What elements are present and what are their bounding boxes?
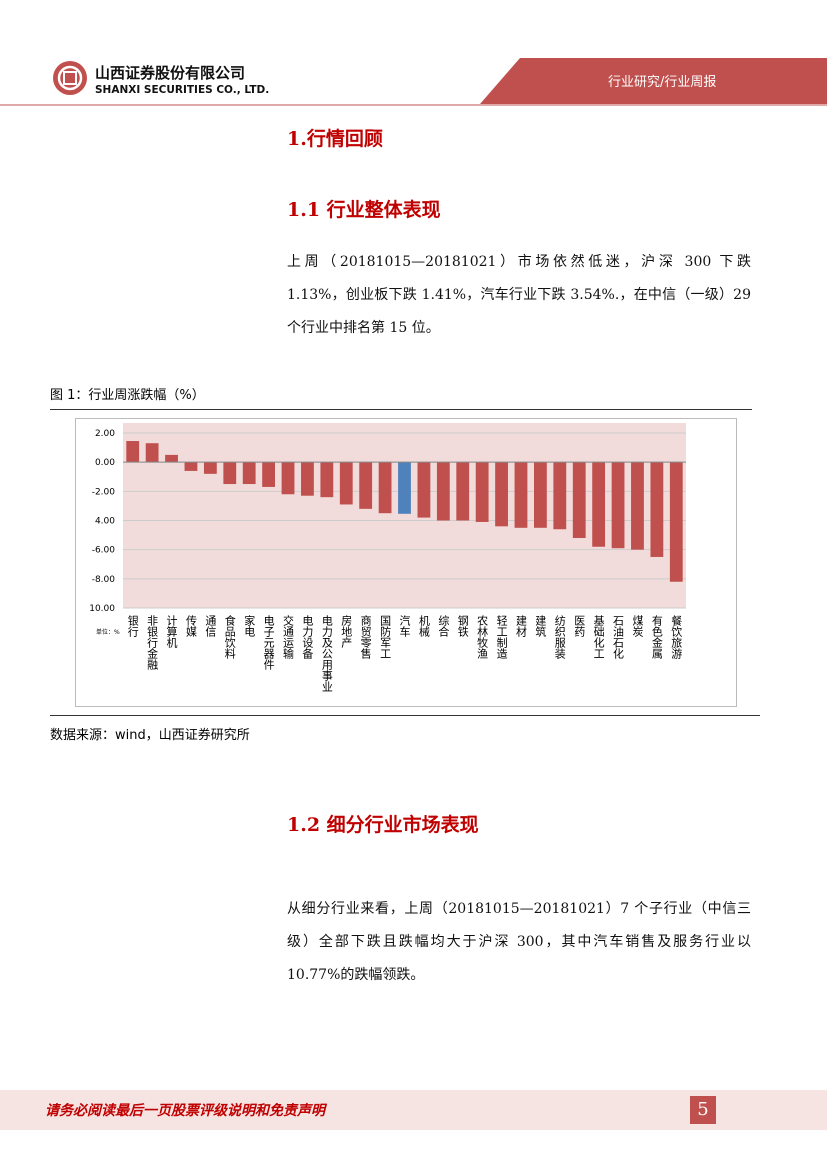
x-tick-label: 汽车 bbox=[398, 614, 411, 638]
x-tick-label: 煤炭 bbox=[631, 615, 644, 638]
bar bbox=[359, 462, 373, 509]
bar bbox=[223, 462, 237, 485]
bar bbox=[281, 462, 295, 495]
y-tick-label: -6.00 bbox=[92, 546, 116, 556]
bar bbox=[495, 462, 508, 527]
x-tick-label: 银行 bbox=[126, 614, 139, 638]
company-cn: 山西证券股份有限公司 bbox=[95, 64, 245, 82]
bar bbox=[669, 462, 683, 582]
bar bbox=[126, 441, 140, 463]
y-tick-label: 0.00 bbox=[95, 458, 115, 468]
unit-label: 单位：% bbox=[96, 628, 120, 636]
chart: 2.00 0.00 -2.00 4.00 -6.00 -8.00 10.00 单位：% 银行 非银… bbox=[75, 418, 737, 707]
x-tick-label: 机械 bbox=[417, 614, 430, 638]
x-tick-label: 交通运输 bbox=[282, 614, 295, 660]
x-tick-label: 传媒 bbox=[184, 615, 197, 638]
bar bbox=[242, 462, 256, 485]
x-tick-label: 通信 bbox=[204, 615, 217, 638]
x-tick-label: 钢铁 bbox=[456, 615, 469, 637]
bar bbox=[320, 462, 334, 498]
x-tick-label: 计算机 bbox=[165, 615, 178, 648]
bar bbox=[475, 462, 489, 522]
x-tick-label: 建材 bbox=[514, 614, 527, 637]
report-type: 行业研究/行业周报 bbox=[608, 75, 716, 90]
y-tick-label: 2.00 bbox=[95, 429, 115, 439]
bar bbox=[553, 462, 567, 530]
y-tick-label: 4.00 bbox=[95, 517, 115, 527]
x-tick-label: 有色金属 bbox=[650, 614, 663, 660]
header: 山西证券股份有限公司 SHANXI SECURITIES CO., LTD. 行… bbox=[0, 58, 827, 106]
figure-caption: 图 1：行业周涨跌幅（%） bbox=[50, 388, 205, 403]
x-tick-label: 纺织服装 bbox=[553, 614, 566, 660]
bar bbox=[339, 462, 353, 505]
x-tick-label: 电子元器件 bbox=[262, 615, 275, 671]
heading: 1.2 细分行业市场表现 bbox=[287, 814, 479, 836]
x-tick-label: 电力设备 bbox=[301, 615, 314, 660]
bar bbox=[514, 462, 528, 528]
x-tick-label: 医药 bbox=[573, 615, 586, 638]
y-tick-label: -2.00 bbox=[92, 487, 116, 497]
bar bbox=[611, 462, 625, 549]
bar bbox=[456, 462, 470, 521]
logo-ring bbox=[57, 65, 83, 91]
bar bbox=[572, 462, 586, 538]
bar bbox=[203, 462, 217, 474]
bar bbox=[592, 462, 606, 547]
paragraph: 从细分行业来看，上周（20181015—20181021）7 个子行业（中信三级… bbox=[287, 901, 751, 983]
x-tick-label: 农林牧渔 bbox=[476, 614, 489, 660]
rule bbox=[50, 409, 752, 410]
company-en: SHANXI SECURITIES CO., LTD. bbox=[95, 84, 269, 96]
y-tick-label: 10.00 bbox=[89, 604, 115, 614]
bar bbox=[650, 462, 664, 557]
x-tick-label: 商贸零售 bbox=[359, 614, 372, 660]
x-tick-label: 电力及公用事业 bbox=[320, 615, 333, 692]
x-tick-label: 非银行金融 bbox=[146, 615, 159, 671]
x-tick-label: 餐饮旅游 bbox=[670, 614, 683, 659]
paragraph: 上周（20181015—20181021）市场依然低迷，沪深 300 下跌 1.… bbox=[287, 254, 751, 336]
x-tick-label: 房地产 bbox=[340, 615, 353, 649]
figure-source: 数据来源：wind，山西证券研究所 bbox=[50, 728, 250, 743]
bar bbox=[417, 462, 431, 518]
y-tick-label: -8.00 bbox=[92, 575, 116, 585]
x-tick-label: 家电 bbox=[243, 614, 256, 637]
bar bbox=[631, 462, 644, 550]
bar bbox=[378, 462, 392, 514]
x-tick-label: 综合 bbox=[437, 614, 450, 637]
bar bbox=[301, 462, 314, 496]
bar bbox=[165, 454, 178, 463]
x-tick-label: 石油石化 bbox=[612, 615, 625, 660]
disclaimer: 请务必阅读最后一页股票评级说明和免责声明 bbox=[45, 1103, 325, 1119]
x-tick-label: 建筑 bbox=[534, 614, 547, 637]
rule bbox=[50, 715, 760, 716]
heading: 1.1 行业整体表现 bbox=[287, 199, 441, 221]
bar bbox=[398, 462, 411, 514]
heading: 1.行情回顾 bbox=[287, 128, 383, 150]
bar bbox=[436, 462, 450, 521]
x-tick-label: 基础化工 bbox=[592, 615, 605, 659]
bar bbox=[145, 443, 159, 463]
page-number: 5 bbox=[690, 1096, 716, 1124]
bar bbox=[533, 462, 547, 528]
footer-band bbox=[0, 1090, 827, 1130]
plot-area bbox=[123, 423, 686, 608]
logo-square bbox=[63, 71, 77, 85]
bar bbox=[262, 462, 276, 487]
x-tick-label: 国防军工 bbox=[379, 615, 392, 659]
bar bbox=[184, 462, 198, 471]
header-band bbox=[480, 58, 827, 104]
x-tick-label: 轻工制造 bbox=[495, 614, 508, 659]
x-tick-label: 食品饮料 bbox=[223, 614, 236, 660]
